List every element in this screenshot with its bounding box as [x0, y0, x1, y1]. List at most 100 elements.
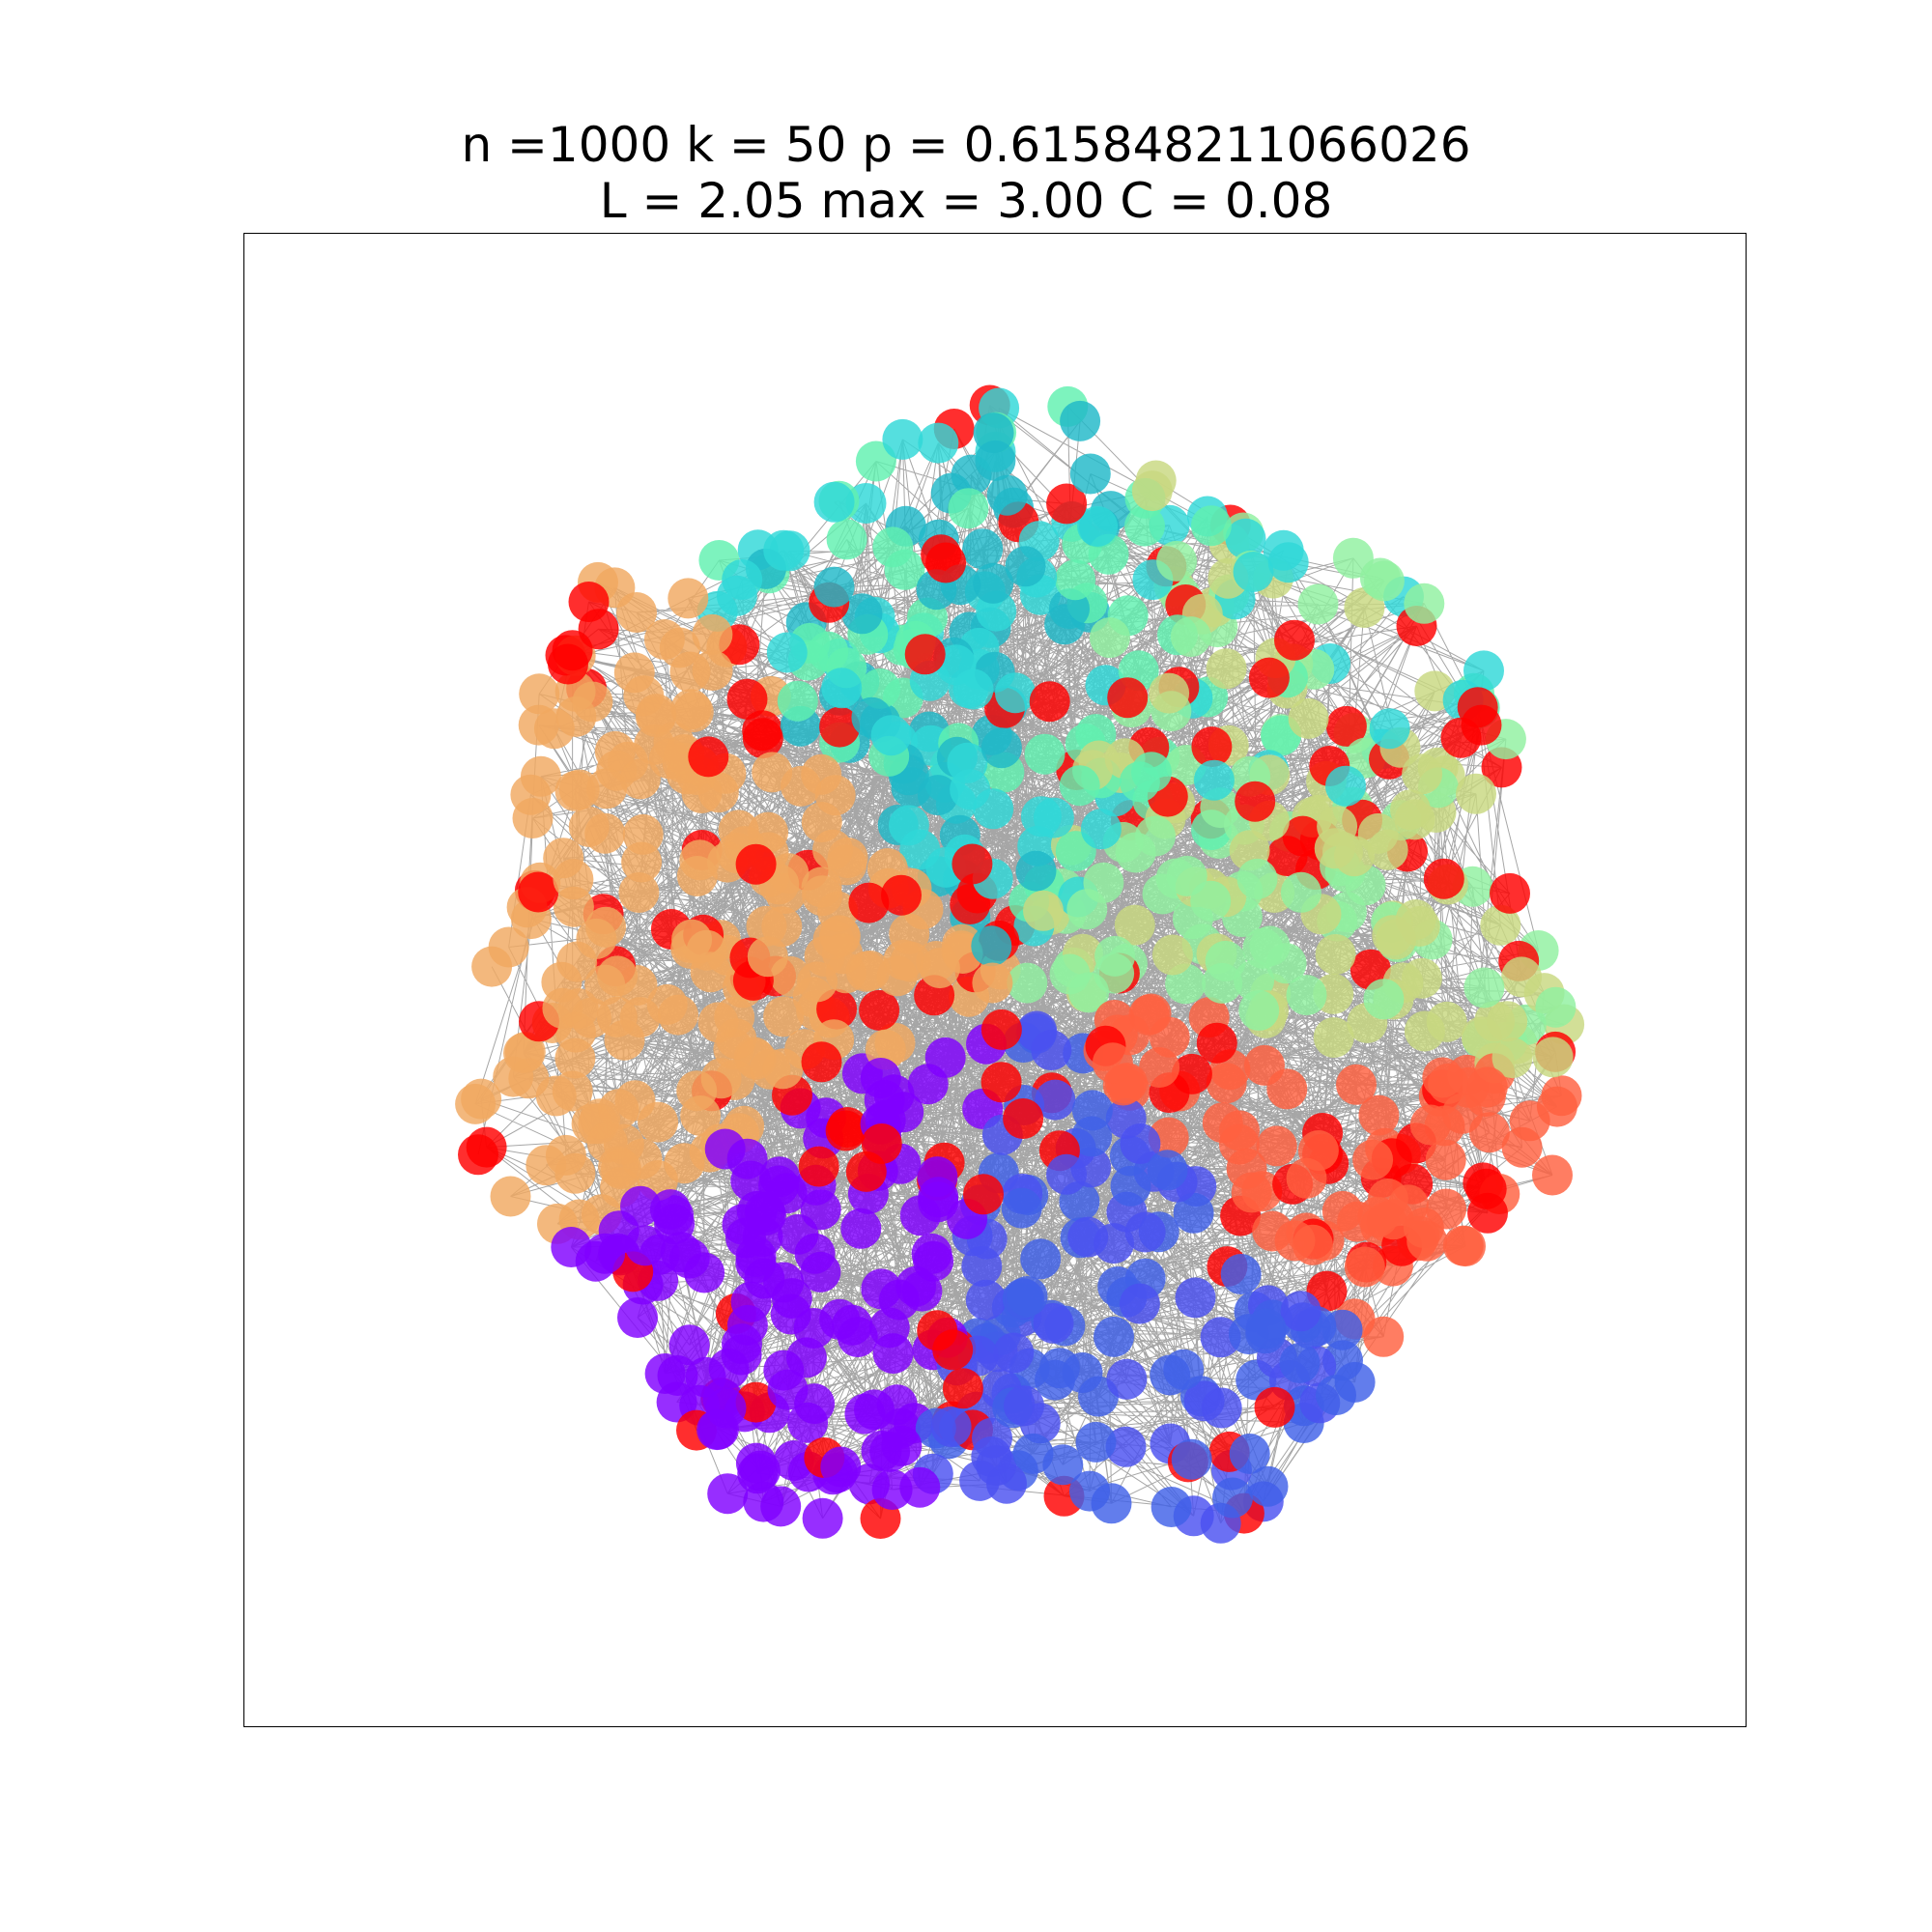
- graph-node: [1229, 1434, 1270, 1474]
- graph-node: [1035, 1079, 1076, 1121]
- graph-node: [1151, 1487, 1192, 1527]
- graph-node: [826, 519, 867, 560]
- graph-node: [1244, 1044, 1285, 1086]
- graph-node: [1536, 1086, 1577, 1127]
- graph-node: [1005, 546, 1046, 587]
- graph-node: [980, 1009, 1022, 1050]
- graph-node: [778, 1213, 819, 1255]
- graph-node: [1426, 1188, 1467, 1230]
- graph-node: [1267, 542, 1309, 583]
- graph-node: [889, 913, 930, 954]
- graph-node: [747, 936, 788, 978]
- graph-node: [1456, 773, 1496, 814]
- graph-node: [553, 859, 594, 900]
- graph-node: [1390, 789, 1431, 831]
- graph-node: [1094, 935, 1136, 977]
- graph-node: [735, 843, 777, 885]
- graph-node: [1487, 1001, 1528, 1042]
- graph-node: [1077, 505, 1119, 547]
- graph-node: [819, 1298, 861, 1340]
- graph-node: [1106, 1358, 1148, 1400]
- graph-node: [1363, 1316, 1405, 1357]
- graph-node: [1004, 1385, 1044, 1427]
- graph-node: [518, 871, 559, 913]
- graph-node: [692, 613, 733, 655]
- graph-node: [745, 1194, 786, 1236]
- graph-node: [554, 770, 596, 811]
- graph-node: [802, 1497, 843, 1539]
- graph-node: [965, 1279, 1007, 1321]
- graph-node: [1071, 1116, 1113, 1157]
- graph-node: [848, 882, 890, 923]
- graph-node: [471, 946, 513, 987]
- graph-node: [1015, 850, 1057, 892]
- graph-node: [648, 738, 690, 780]
- graph-node: [619, 758, 661, 800]
- graph-node: [1120, 1123, 1161, 1164]
- graph-node: [676, 856, 718, 896]
- graph-node: [551, 1227, 592, 1267]
- graph-node: [870, 715, 912, 756]
- graph-node: [578, 1103, 619, 1145]
- graph-node: [1280, 871, 1321, 913]
- graph-node: [871, 1469, 913, 1510]
- graph-node: [739, 1450, 781, 1492]
- graph-node: [1139, 1047, 1180, 1088]
- graph-node: [1055, 559, 1096, 601]
- graph-node: [766, 632, 808, 673]
- graph-node: [821, 668, 863, 709]
- graph-node: [1363, 979, 1405, 1020]
- graph-node: [613, 652, 655, 694]
- graph-node: [512, 798, 554, 838]
- graph-node: [1114, 904, 1155, 946]
- graph-node: [1344, 1246, 1385, 1288]
- graph-node: [1089, 617, 1130, 659]
- graph-node: [1245, 1308, 1287, 1350]
- graph-node: [763, 996, 805, 1037]
- graph-node: [1151, 934, 1193, 976]
- graph-node: [1423, 858, 1464, 899]
- graph-node: [519, 673, 560, 715]
- graph-node: [980, 1062, 1022, 1103]
- graph-node: [860, 1058, 901, 1098]
- graph-node: [518, 704, 559, 746]
- graph-node: [1007, 962, 1048, 1004]
- graph-node: [1046, 1153, 1087, 1195]
- graph-node: [1336, 1064, 1377, 1105]
- graph-node: [973, 562, 1014, 604]
- graph-node: [1225, 518, 1266, 559]
- graph-node: [1156, 540, 1198, 582]
- graph-node: [963, 1174, 1004, 1215]
- graph-node: [1060, 400, 1101, 441]
- graph-node: [752, 752, 793, 793]
- graph-node: [1367, 1179, 1408, 1219]
- graph-node: [1235, 781, 1276, 822]
- graph-node: [1247, 1465, 1289, 1507]
- graph-node: [1492, 1037, 1533, 1079]
- graph-node: [1234, 959, 1275, 1001]
- graph-node: [584, 1233, 626, 1274]
- graph-node: [1190, 880, 1232, 922]
- graph-node: [1357, 812, 1399, 854]
- graph-node: [1441, 1093, 1483, 1134]
- chart-title-line-1: n =1000 k = 50 p = 0.615848211066026: [461, 117, 1471, 173]
- graph-node: [760, 1486, 802, 1527]
- graph-node: [1404, 582, 1445, 624]
- graph-node: [962, 528, 1004, 570]
- graph-node: [841, 593, 883, 635]
- graph-node: [624, 1225, 666, 1266]
- graph-node: [1358, 1094, 1400, 1136]
- graph-node: [1274, 619, 1315, 661]
- graph-node: [1147, 1150, 1188, 1191]
- graph-node: [980, 727, 1022, 769]
- graph-node: [972, 962, 1013, 1004]
- graph-node: [1249, 925, 1291, 967]
- graph-node: [552, 1070, 593, 1112]
- graph-node: [952, 843, 993, 885]
- graph-node: [526, 1145, 567, 1186]
- graph-node: [618, 872, 660, 913]
- graph-node: [668, 578, 709, 619]
- graph-node: [1313, 1017, 1354, 1058]
- graph-node: [959, 1460, 1001, 1501]
- graph-node: [1256, 1125, 1297, 1167]
